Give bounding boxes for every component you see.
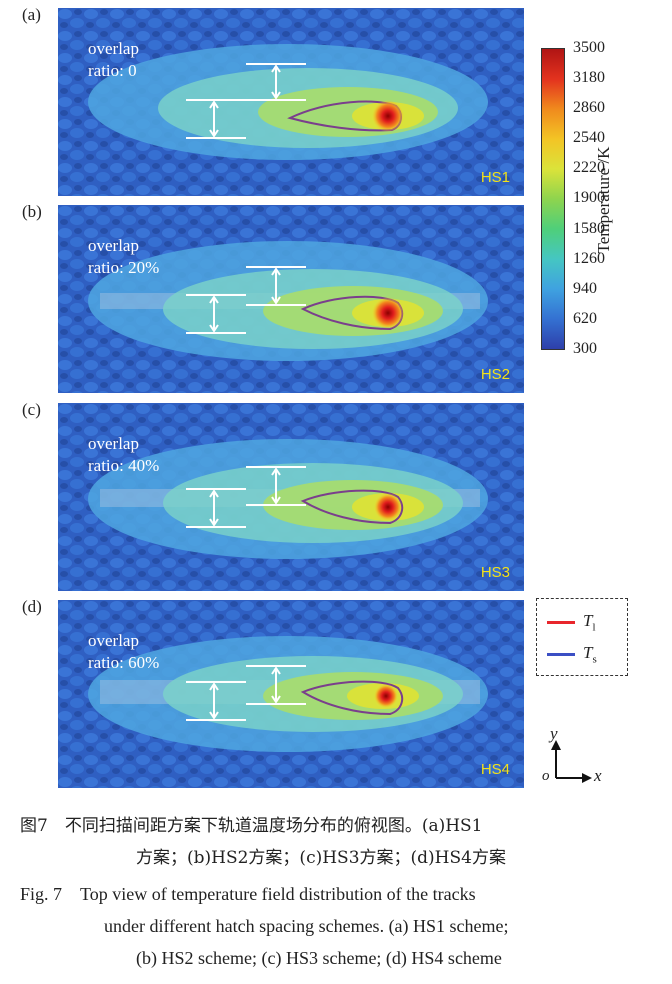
caption-cn-line1: 图7 不同扫描间距方案下轨道温度场分布的俯视图。(a)HS1 <box>20 816 483 836</box>
caption-en-line1: Fig. 7 Top view of temperature field dis… <box>20 884 476 904</box>
legend-item-ts: Ts <box>547 643 597 665</box>
scheme-label-hs4: HS4 <box>480 761 510 778</box>
caption-en-line3: (b) HS2 scheme; (c) HS3 scheme; (d) HS4 … <box>136 948 502 968</box>
axis-label-x: x <box>594 766 602 785</box>
temperature-colorbar <box>541 48 565 350</box>
colorbar-tick: 2860 <box>573 99 605 116</box>
scheme-label-hs3: HS3 <box>480 564 510 581</box>
colorbar-tick: 2540 <box>573 129 605 146</box>
legend-text-ts: Ts <box>583 643 597 666</box>
colorbar-tick: 3500 <box>573 39 605 56</box>
coordinate-axes: y o x <box>536 724 606 788</box>
legend-text-t1: Tl <box>583 611 596 634</box>
caption-en-line2: under different hatch spacing schemes. (… <box>104 916 509 936</box>
colorbar-tick: 2220 <box>573 159 605 176</box>
colorbar-tick: 940 <box>573 280 597 297</box>
colorbar-tick: 620 <box>573 310 597 327</box>
temperature-field-image-hs1 <box>58 8 524 196</box>
temperature-field-image-hs4 <box>58 600 524 788</box>
overlap-word: overlap <box>88 39 139 58</box>
overlap-label-hs4: overlap ratio: 60% <box>88 630 159 674</box>
colorbar-tick: 1900 <box>573 189 605 206</box>
isotherm-legend: Tl Ts <box>536 598 628 676</box>
overlap-word: overlap <box>88 631 139 650</box>
overlap-label-hs3: overlap ratio: 40% <box>88 433 159 477</box>
temperature-panel-hs4: overlap ratio: 60% HS4 <box>58 600 524 788</box>
temperature-panel-hs3: overlap ratio: 40% HS3 <box>58 403 524 591</box>
temperature-field-image-hs3 <box>58 403 524 591</box>
panel-label-c: (c) <box>22 400 41 419</box>
scheme-label-hs1: HS1 <box>480 169 510 186</box>
colorbar-tick: 300 <box>573 340 597 357</box>
legend-item-t1: Tl <box>547 611 596 633</box>
overlap-label-hs2: overlap ratio: 20% <box>88 235 159 279</box>
overlap-label-hs1: overlap ratio: 0 <box>88 38 139 82</box>
legend-line-blue <box>547 652 575 656</box>
colorbar-title: Temperature /K <box>594 146 613 254</box>
colorbar-tick: 3180 <box>573 69 605 86</box>
scheme-label-hs2: HS2 <box>480 366 510 383</box>
caption-cn-line2: 方案；(b)HS2方案；(c)HS3方案；(d)HS4方案 <box>136 848 506 868</box>
panel-label-b: (b) <box>22 202 42 221</box>
overlap-word: overlap <box>88 434 139 453</box>
overlap-ratio: ratio: 0 <box>88 61 137 80</box>
axis-label-y: y <box>550 724 558 743</box>
panel-label-d: (d) <box>22 597 42 616</box>
temperature-panel-hs1: overlap ratio: 0 HS1 <box>58 8 524 196</box>
temperature-field-image-hs2 <box>58 205 524 393</box>
colorbar-tick: 1580 <box>573 220 605 237</box>
overlap-word: overlap <box>88 236 139 255</box>
axis-origin-label: o <box>542 768 550 784</box>
panel-label-a: (a) <box>22 5 41 24</box>
overlap-ratio: ratio: 60% <box>88 653 160 672</box>
axes-arrows-icon <box>551 740 592 783</box>
overlap-ratio: ratio: 40% <box>88 456 160 475</box>
overlap-ratio: ratio: 20% <box>88 258 160 277</box>
colorbar-tick: 1260 <box>573 250 605 267</box>
temperature-panel-hs2: overlap ratio: 20% HS2 <box>58 205 524 393</box>
legend-line-red <box>547 620 575 624</box>
